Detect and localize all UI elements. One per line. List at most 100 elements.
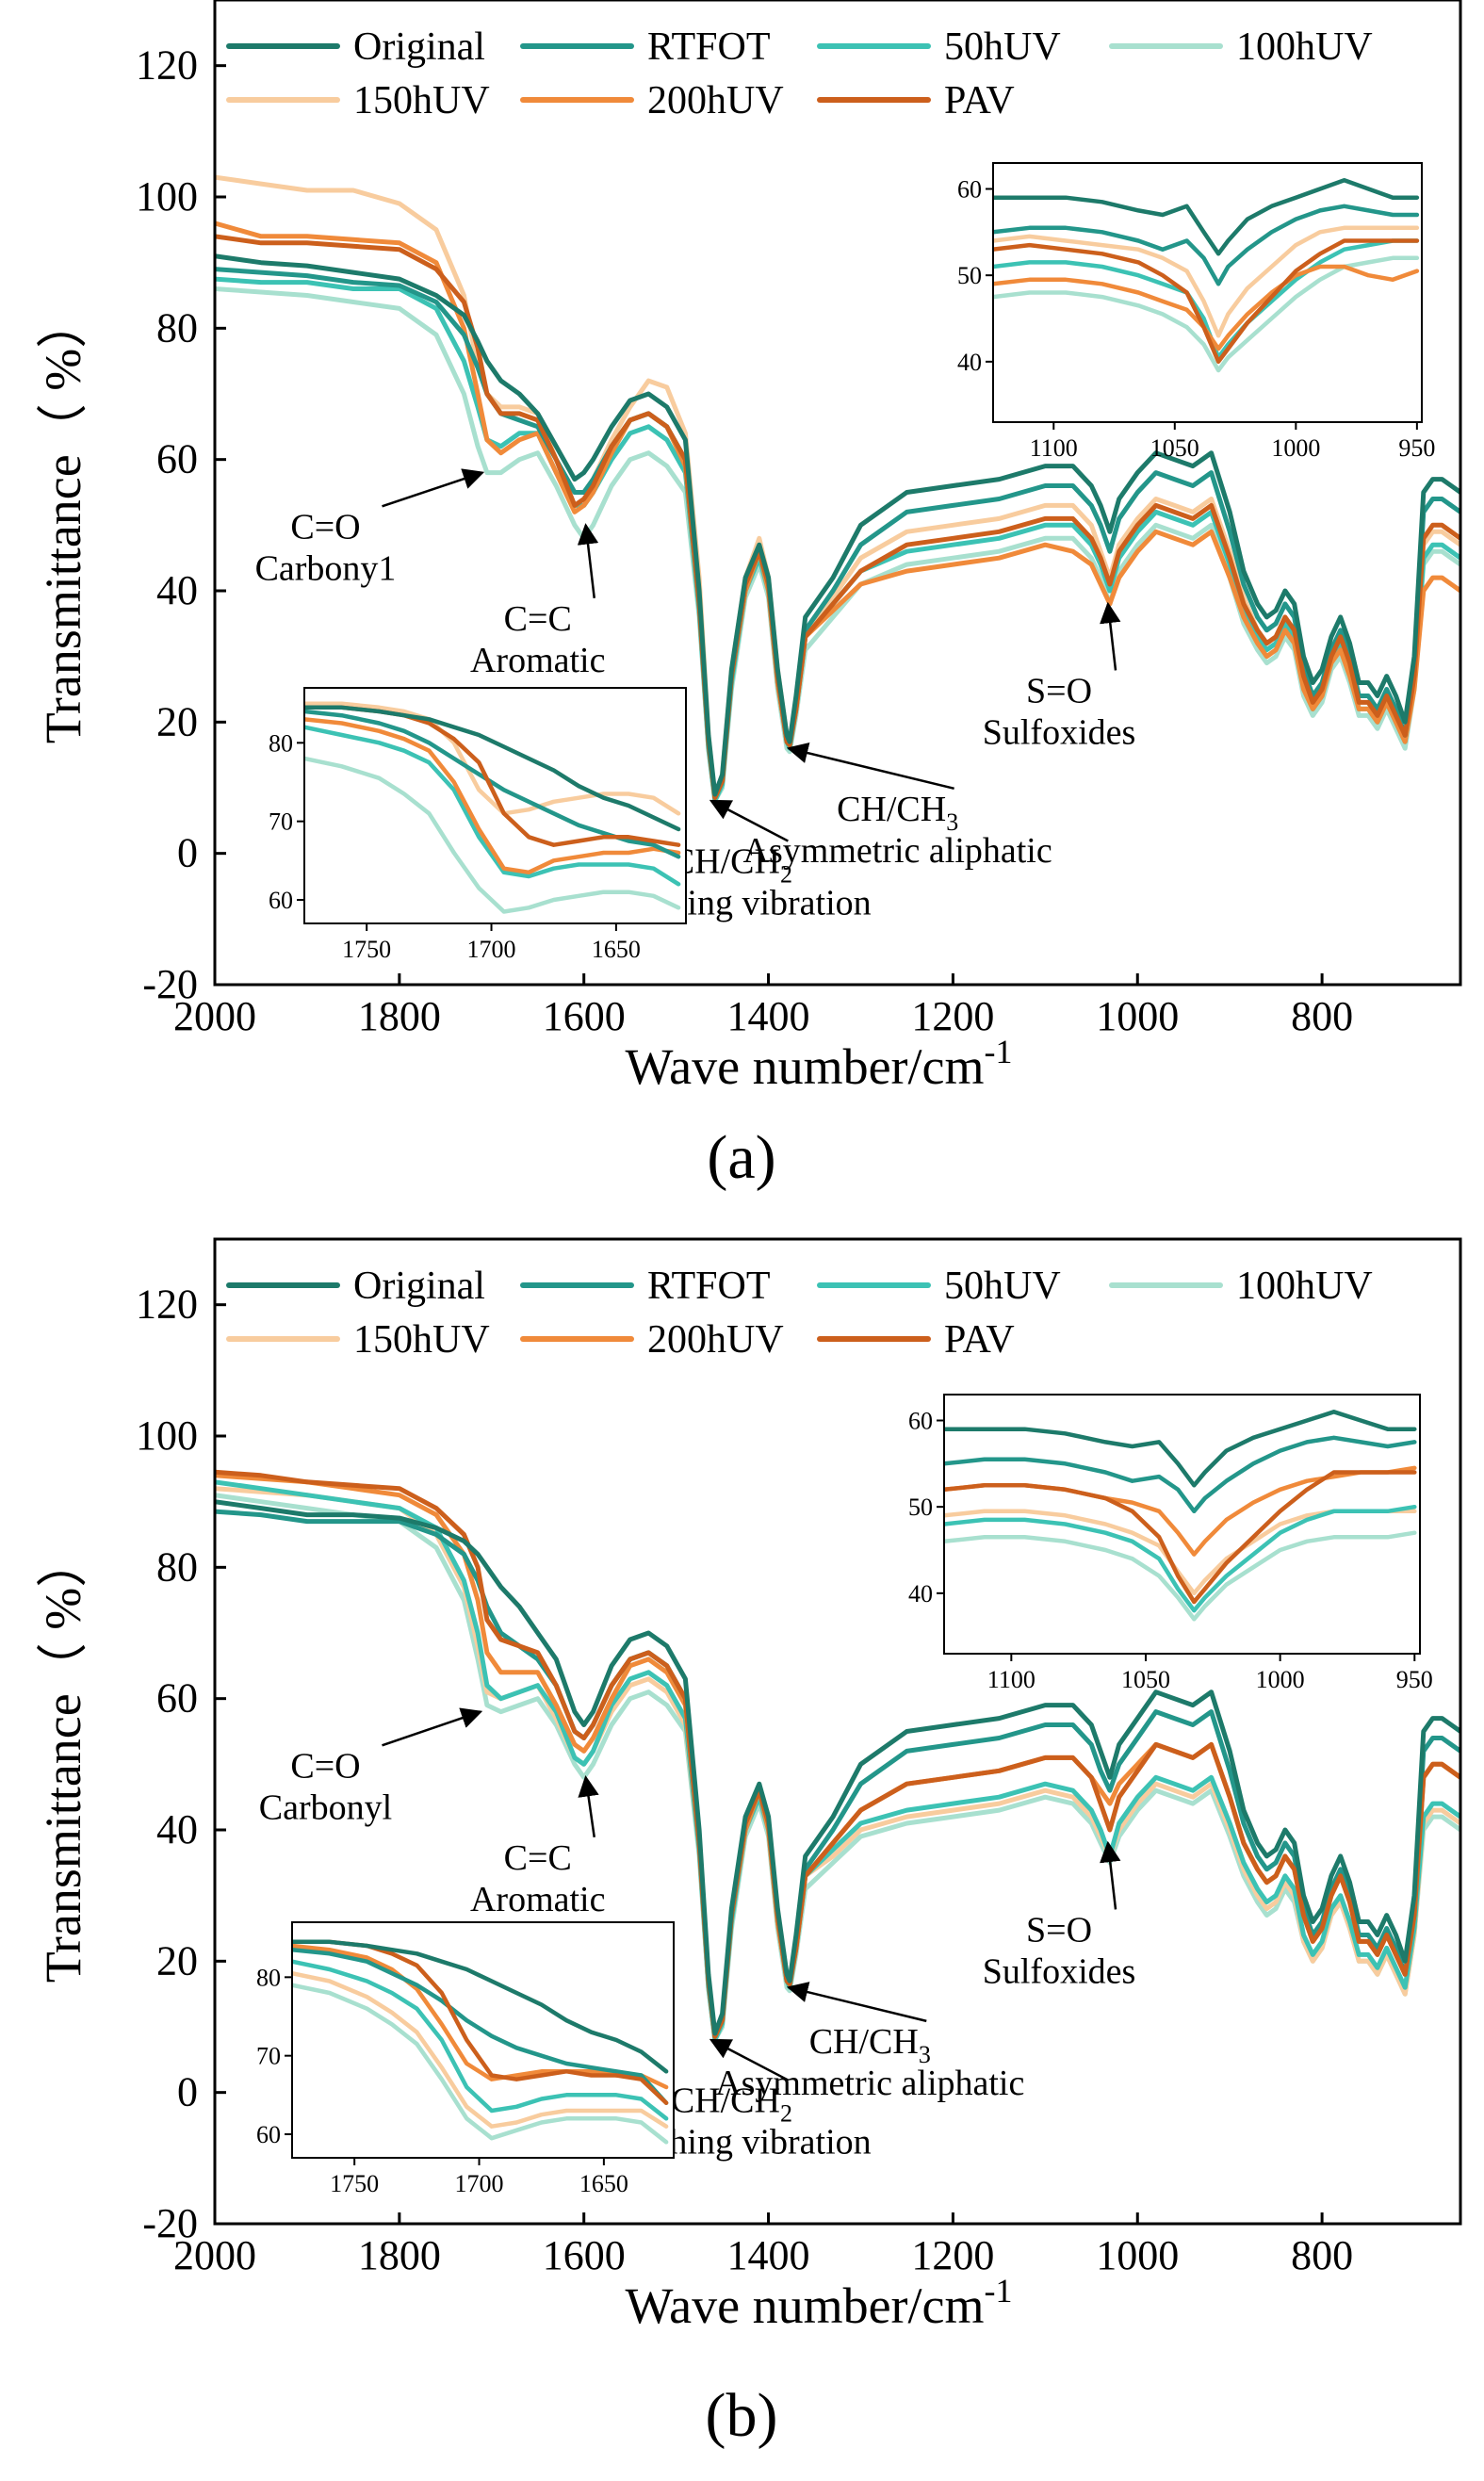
annotation-text: C=C — [504, 1838, 572, 1878]
inset-frame — [291, 1921, 675, 2159]
x-tick-label: 1200 — [911, 2232, 994, 2278]
annotation-arrow — [382, 468, 485, 508]
annotation-arrow — [709, 2038, 789, 2081]
y-tick-label: 20 — [156, 1937, 198, 1983]
y-tick-label: 40 — [156, 1806, 198, 1853]
legend-label-200huv: 200hUV — [647, 1318, 784, 1362]
annotation-text: Aromatic — [470, 1880, 606, 1919]
annotation-text: C=O — [290, 507, 360, 547]
inset-top-right-b-series-rtfot — [944, 1435, 1417, 1514]
annotation-text: CH/CH2 — [671, 842, 792, 889]
annotation-text: Asymmetric aliphatic — [743, 831, 1052, 871]
annotation-text: Sulfoxides — [983, 1951, 1136, 1991]
x-tick-label: 1400 — [727, 993, 810, 1039]
inset-y-tick-label: 60 — [908, 1408, 933, 1435]
y-tick-label: -20 — [142, 961, 198, 1007]
inset-top-right-a-series-200huv — [993, 264, 1420, 351]
inset-bottom-left-b-series-100huv — [292, 1983, 669, 2145]
inset-y-tick-label: 60 — [957, 176, 982, 204]
annotation-arrow — [1100, 601, 1121, 671]
annotation-arrow — [786, 1982, 927, 2023]
x-tick-label: 1400 — [727, 2232, 810, 2278]
y-tick-label: 40 — [156, 567, 198, 613]
inset-top-right-b-series-original — [944, 1410, 1417, 1488]
inset-y-tick-label: 70 — [269, 808, 293, 836]
annotation-arrow — [578, 1775, 599, 1837]
inset-x-tick-label: 1650 — [592, 936, 641, 963]
panel-b: -20 0 20 40 60 80 100 120 2000 1800 1600 1400 1200 10… — [35, 1237, 1462, 2450]
annotation-text: Carbonyl — [259, 1787, 392, 1827]
inset-frame — [992, 162, 1423, 423]
annotation-arrow — [786, 743, 954, 791]
main-a-series-200huv — [215, 220, 1460, 800]
legend-label-200huv: 200hUV — [647, 79, 784, 122]
panel-label-a: (a) — [707, 1123, 775, 1192]
legend-label-pav: PAV — [944, 79, 1015, 122]
y-tick-label: 100 — [136, 173, 198, 220]
x-tick-label: 800 — [1291, 2232, 1353, 2278]
inset-top-right-b-series-100huv — [944, 1530, 1417, 1622]
main-b-series-50huv — [215, 1479, 1460, 2043]
inset-top-right-b-series-50huv — [944, 1504, 1417, 1613]
annotation-text: S=O — [1026, 1910, 1092, 1950]
annotation-text: Carbony1 — [255, 548, 397, 588]
inset-bottom-left-b-series-rtfot — [292, 1947, 669, 2105]
main-a-series-original — [215, 253, 1460, 797]
inset-top-right-a-series-50huv — [993, 238, 1420, 360]
main-a-series-pav — [215, 234, 1460, 800]
y-tick-label: 0 — [177, 830, 198, 876]
inset-y-tick-label: 70 — [256, 2043, 281, 2070]
plot-frame-a — [213, 0, 1462, 987]
annotation-arrow — [1100, 1840, 1121, 1910]
y-tick-label: 80 — [156, 1543, 198, 1590]
y-tick-label: 0 — [177, 2069, 198, 2115]
annotation-text: CH/CH3 — [809, 2022, 931, 2068]
plot-area-b — [215, 1469, 1460, 2043]
x-tick-label: 2000 — [173, 993, 256, 1039]
inset-y-tick-label: 80 — [256, 1964, 281, 1991]
plot-frame-b — [213, 1237, 1462, 2226]
inset-bottom-left-a-series-50huv — [304, 725, 681, 887]
inset-bottom-left-a-series-200huv — [304, 717, 681, 875]
annotation-text: S=O — [1026, 671, 1092, 710]
annotation-text: C=C — [504, 599, 572, 639]
y-tick-label: -20 — [142, 2200, 198, 2246]
panel-label-b: (b) — [706, 2381, 778, 2450]
y-tick-label: 100 — [136, 1412, 198, 1459]
legend-label-original: Original — [353, 1265, 485, 1308]
inset-bottom-left-b: 60 70 80 1750 1700 1650 — [256, 1921, 675, 2197]
inset-bottom-left-b-series-150huv — [292, 1970, 669, 2129]
x-axis-label: Wave number/cm-1 — [625, 1033, 1012, 1095]
annotation-text: Sulfoxides — [983, 712, 1136, 752]
legend-label-50huv: 50hUV — [944, 1265, 1061, 1308]
legend-label-100huv: 100hUV — [1236, 1265, 1373, 1308]
inset-y-tick-label: 50 — [908, 1493, 933, 1521]
legend-label-150huv: 150hUV — [353, 1318, 490, 1362]
inset-x-tick-label: 1750 — [342, 936, 391, 963]
legend-label-50huv: 50hUV — [944, 25, 1061, 69]
inset-bottom-left-a-series-100huv — [304, 756, 681, 914]
inset-x-tick-label: 1100 — [1030, 434, 1078, 462]
inset-top-right-a-series-pav — [993, 238, 1420, 365]
inset-x-tick-label: 950 — [1396, 1666, 1433, 1693]
inset-bottom-left-a: 60 70 80 1750 1700 1650 — [269, 687, 687, 963]
inset-x-tick-label: 1000 — [1271, 434, 1320, 462]
x-tick-label: 1200 — [911, 993, 994, 1039]
inset-x-tick-label: 950 — [1398, 434, 1435, 462]
annotation-text: CH/CH2 — [671, 2081, 792, 2128]
legend-label-rtfot: RTFOT — [647, 25, 771, 69]
annotation-text: CH/CH3 — [837, 790, 958, 836]
inset-x-tick-label: 1100 — [987, 1666, 1036, 1693]
legend-label-pav: PAV — [944, 1318, 1015, 1362]
inset-top-right-b: 40 50 60 1100 1050 1000 950 — [908, 1394, 1433, 1693]
inset-frame — [943, 1394, 1421, 1655]
x-tick-label: 2000 — [173, 2232, 256, 2278]
annotation-text: Asymmetric aliphatic — [715, 2064, 1024, 2103]
